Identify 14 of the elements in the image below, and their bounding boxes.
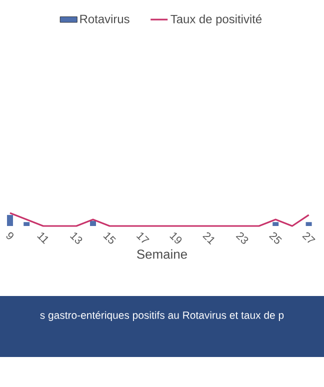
x-tick-label: 21 xyxy=(202,232,214,245)
x-tick-label: 13 xyxy=(70,232,82,244)
legend-label: Taux de positivité xyxy=(170,14,262,26)
x-tick-label: 27 xyxy=(302,232,316,243)
x-tick-label: 15 xyxy=(103,232,116,244)
x-tick-label: 17 xyxy=(136,232,150,243)
x-axis-title: Semaine xyxy=(137,249,187,259)
x-tick-label: 19 xyxy=(170,232,182,244)
x-tick-label: 11 xyxy=(37,232,48,244)
text: s gastro-entériques positifs au Rotavirus et taux de p xyxy=(40,311,284,321)
x-tick-label: 9 xyxy=(6,232,14,240)
x-tick-label: 23 xyxy=(236,232,248,244)
x-tick-label: 25 xyxy=(269,232,282,244)
legend-label: Rotavirus xyxy=(80,14,130,24)
